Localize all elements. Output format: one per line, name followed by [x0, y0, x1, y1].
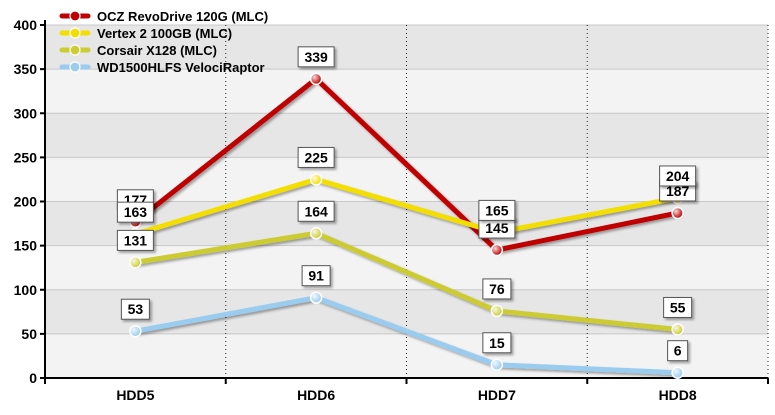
data-label-box	[120, 298, 150, 320]
data-label: 53	[120, 298, 150, 320]
data-label-text: 53	[128, 301, 144, 317]
data-point-shine	[672, 207, 684, 219]
data-label-box	[482, 278, 512, 300]
data-label-box	[667, 340, 689, 362]
data-label-box	[297, 200, 335, 222]
data-label-text: 163	[124, 204, 148, 220]
data-label: 91	[301, 265, 331, 287]
data-label: 204	[659, 165, 697, 187]
data-point-shine	[310, 227, 322, 239]
legend: OCZ RevoDrive 120G (MLC) Vertex 2 100GB (…	[59, 9, 268, 75]
plot-band	[45, 245, 768, 290]
data-label: 163	[116, 201, 154, 223]
x-tick-label: HDD6	[297, 387, 335, 403]
data-point-shine	[310, 292, 322, 304]
data-label: 339	[297, 46, 335, 68]
data-label-text: 164	[304, 203, 328, 219]
data-label-box	[478, 199, 516, 221]
y-tick-label: 350	[14, 61, 38, 77]
data-label: 145	[478, 217, 516, 239]
data-label-text: 76	[489, 281, 505, 297]
legend-label: Corsair X128 (MLC)	[97, 43, 217, 58]
data-label: 164	[297, 200, 335, 222]
plot-band	[45, 113, 768, 158]
legend-entry: WD1500HLFS VelociRaptor	[59, 60, 265, 75]
data-label-text: 131	[124, 232, 148, 248]
series-line	[132, 295, 681, 376]
x-tick-label: HDD7	[478, 387, 516, 403]
data-point-shine	[491, 244, 503, 256]
axes: 0 50 100 150 200 250 300 350 400 HDD5 HDD6 HDD7 HDD8	[14, 17, 769, 403]
data-label-box	[116, 229, 154, 251]
y-tick-label: 250	[14, 149, 38, 165]
data-label-text: 204	[666, 168, 690, 184]
series-line	[132, 176, 681, 237]
y-tick-label: 50	[21, 326, 37, 342]
data-label-text: 6	[674, 343, 682, 359]
data-point-shine	[310, 73, 322, 85]
legend-entry: OCZ RevoDrive 120G (MLC)	[59, 9, 268, 24]
data-point-shine	[491, 359, 503, 371]
legend-swatch-marker	[69, 44, 81, 56]
legend-entry: Corsair X128 (MLC)	[59, 43, 217, 58]
data-point-shine	[672, 367, 684, 379]
data-label: 55	[663, 296, 693, 318]
data-label: 165	[478, 199, 516, 221]
data-label-box	[301, 265, 331, 287]
y-tick-label: 150	[14, 238, 38, 254]
legend-entry: Vertex 2 100GB (MLC)	[59, 26, 232, 41]
legend-swatch-marker	[69, 61, 81, 73]
y-tick-label: 0	[29, 370, 37, 386]
data-label-box	[663, 296, 693, 318]
legend-swatch-marker	[69, 27, 81, 39]
y-tick-label: 100	[14, 282, 38, 298]
data-label-text: 187	[666, 183, 690, 199]
data-point-shine	[129, 325, 141, 337]
legend-label: WD1500HLFS VelociRaptor	[97, 60, 265, 75]
data-label: 76	[482, 278, 512, 300]
series-layer	[129, 72, 684, 379]
legend-label: OCZ RevoDrive 120G (MLC)	[97, 9, 268, 24]
data-label: 131	[116, 229, 154, 251]
x-tick-label: HDD5	[116, 387, 154, 403]
series-line	[132, 76, 681, 253]
data-label-text: 55	[670, 299, 686, 315]
data-label-box	[297, 46, 335, 68]
data-label: 15	[482, 332, 512, 354]
y-tick-label: 300	[14, 105, 38, 121]
data-label-text: 165	[485, 202, 509, 218]
legend-label: Vertex 2 100GB (MLC)	[97, 26, 232, 41]
data-label: 225	[297, 146, 335, 168]
y-tick-label: 200	[14, 194, 38, 210]
data-point-shine	[310, 173, 322, 185]
data-point-shine	[491, 305, 503, 317]
y-tick-label: 400	[14, 17, 38, 33]
x-tick-label: HDD8	[659, 387, 697, 403]
data-point-shine	[672, 323, 684, 335]
plot-band	[45, 69, 768, 114]
data-labels-layer: 1773391451871632251652041311647655539115…	[116, 46, 697, 362]
data-point-shine	[129, 256, 141, 268]
data-label-box	[482, 332, 512, 354]
data-label-text: 339	[304, 49, 328, 65]
data-label-box	[297, 146, 335, 168]
data-label-box	[116, 201, 154, 223]
data-label-text: 15	[489, 335, 505, 351]
data-label-text: 91	[308, 268, 324, 284]
data-label-box	[659, 165, 697, 187]
legend-swatch-marker	[69, 10, 81, 22]
data-label: 6	[667, 340, 689, 362]
data-label-text: 225	[304, 149, 328, 165]
data-label-text: 145	[485, 220, 509, 236]
series-line	[132, 230, 681, 332]
